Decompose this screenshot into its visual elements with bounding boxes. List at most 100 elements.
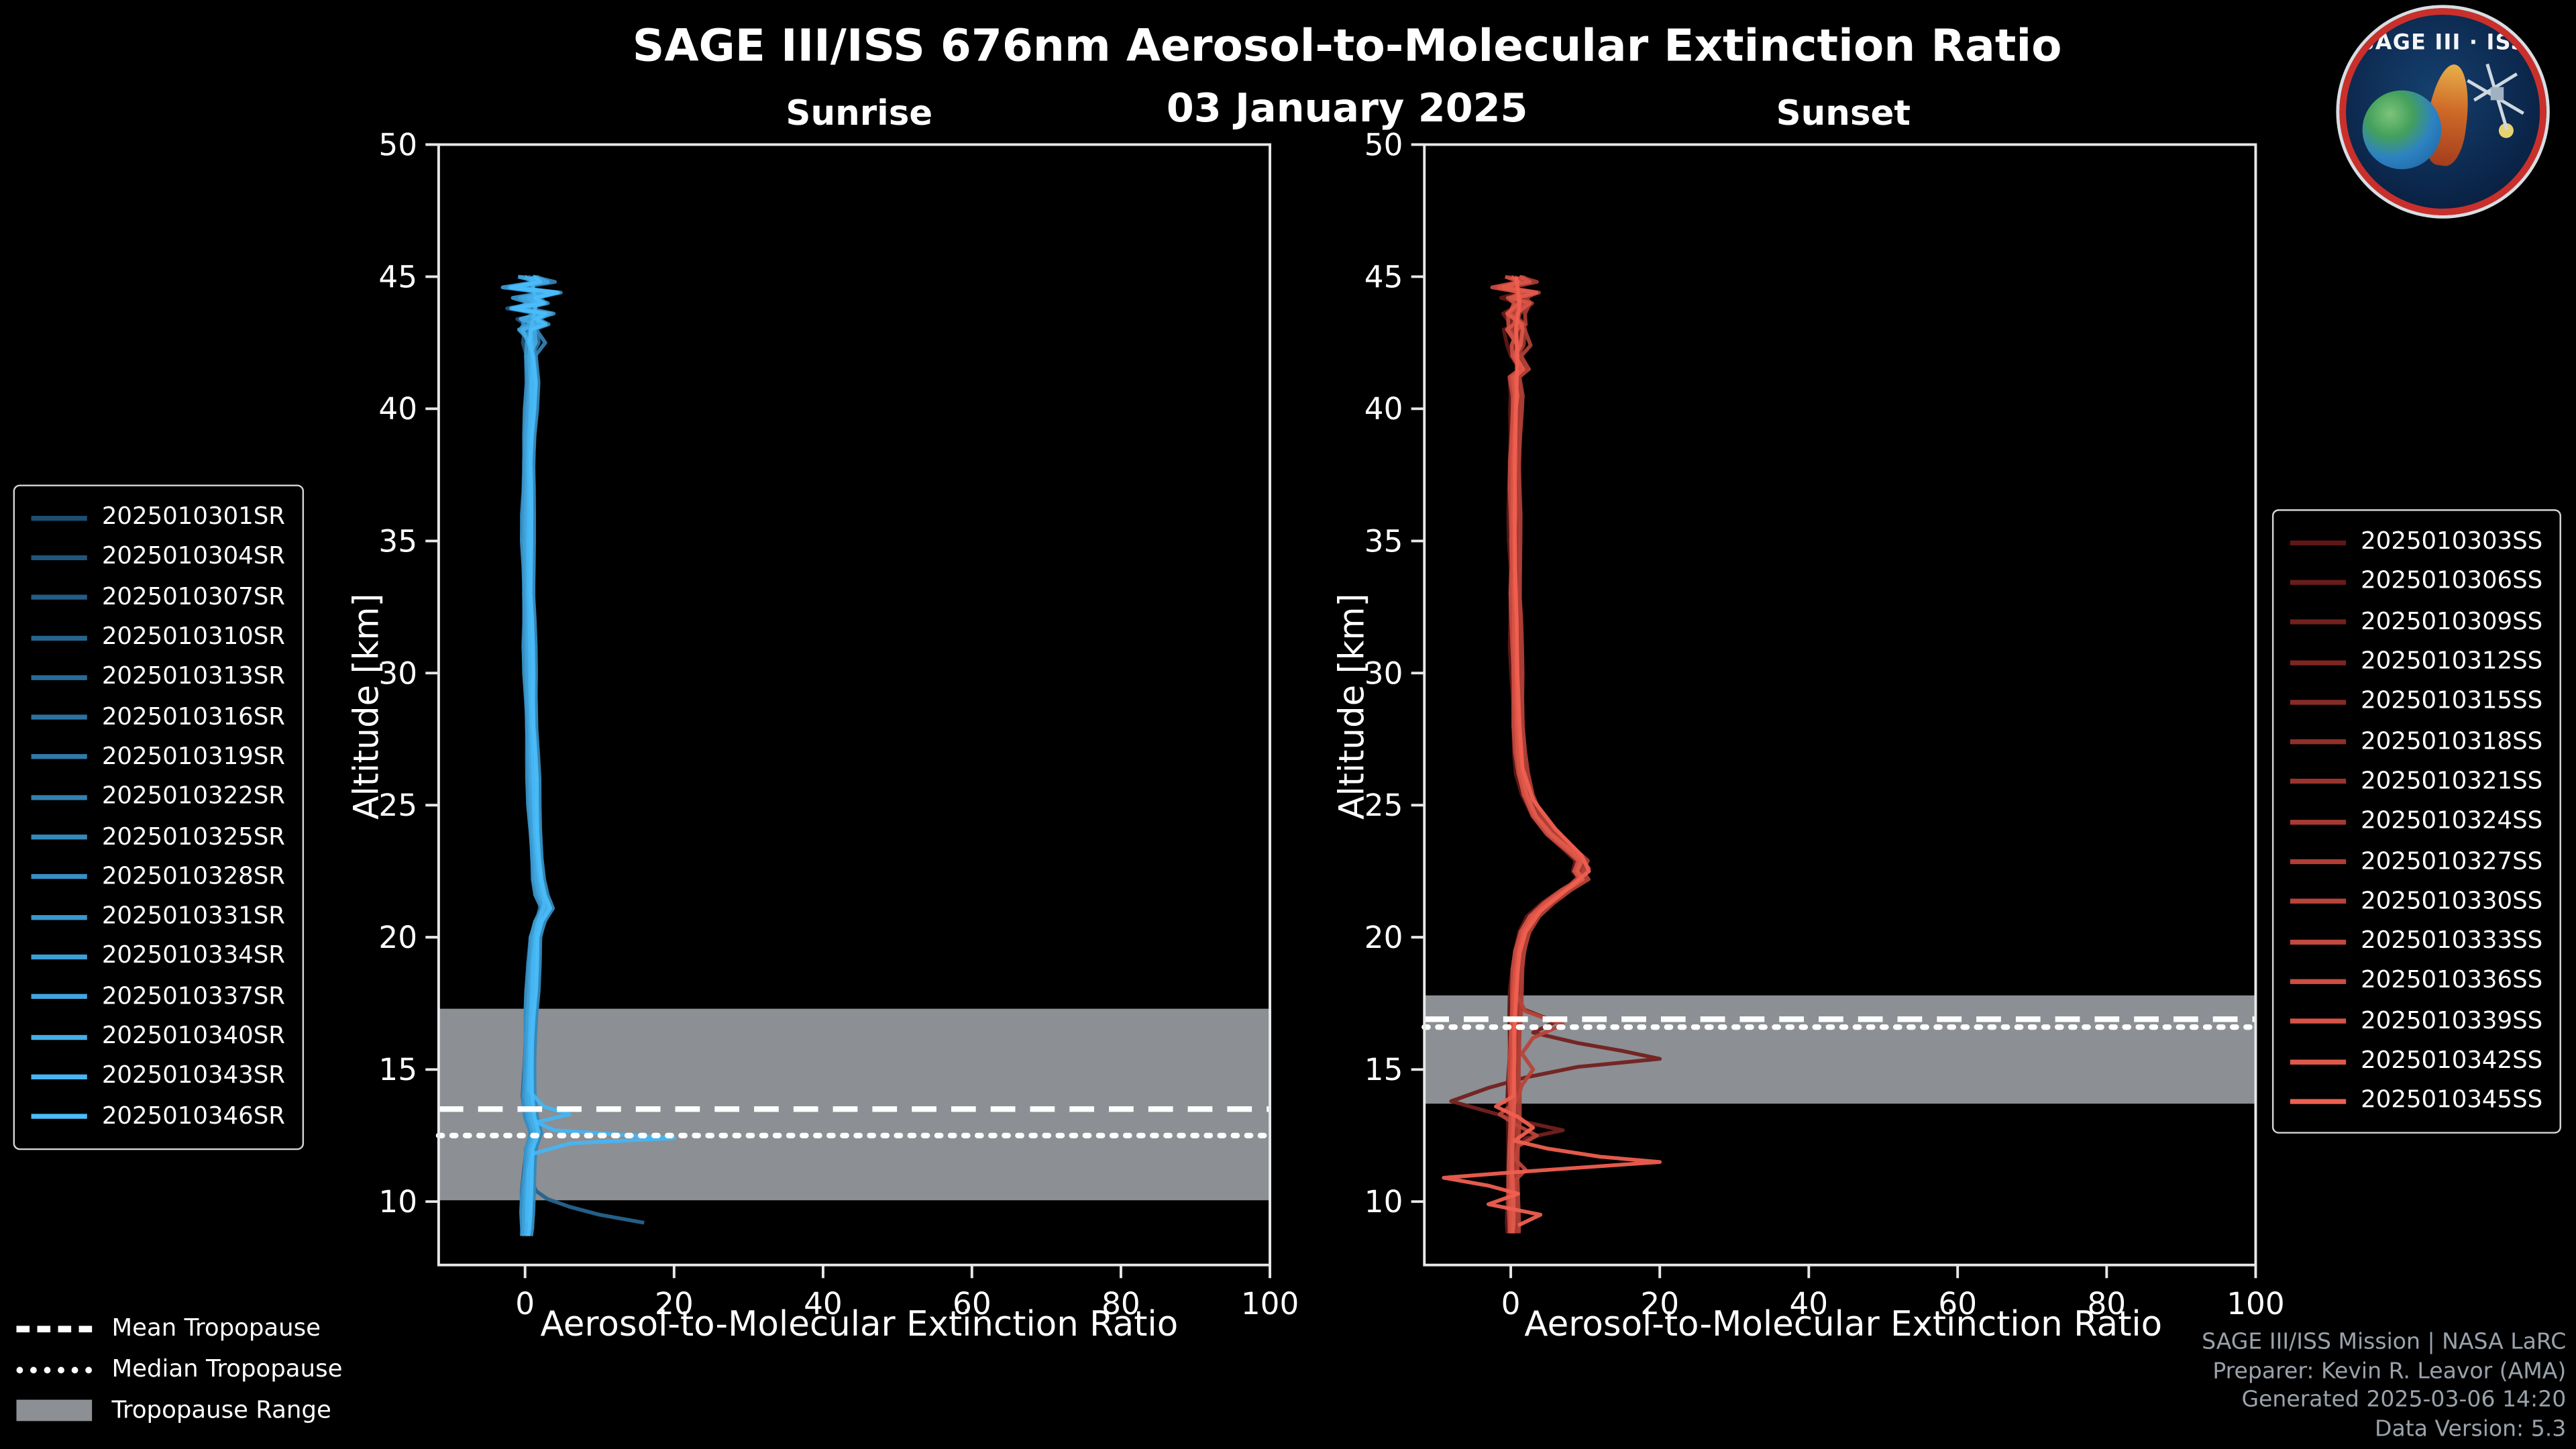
legend-item: 2025010306SS bbox=[2290, 562, 2542, 602]
legend-event-label: 2025010322SR bbox=[101, 784, 286, 810]
legend-event-label: 2025010339SS bbox=[2361, 1008, 2543, 1035]
y-tick-label: 35 bbox=[1364, 523, 1403, 559]
x-axis-label-sunset: Aerosol-to-Molecular Extinction Ratio bbox=[1524, 1304, 2163, 1344]
logo-moon-icon bbox=[2498, 123, 2514, 138]
x-tick-label: 100 bbox=[2226, 1286, 2284, 1322]
legend-event-label: 2025010313SR bbox=[101, 664, 286, 691]
legend-item: 2025010342SS bbox=[2290, 1041, 2542, 1081]
sage-iii-iss-logo: SAGE III · ISS bbox=[2339, 8, 2546, 215]
legend-item: 2025010307SR bbox=[31, 578, 285, 618]
y-tick-label: 40 bbox=[1364, 391, 1403, 427]
x-tick-label: 20 bbox=[655, 1286, 694, 1322]
legend-event-label: 2025010343SR bbox=[101, 1063, 286, 1090]
legend-line-swatch-icon bbox=[31, 595, 87, 600]
legend-item: 2025010315SS bbox=[2290, 682, 2542, 722]
legend-event-label: 2025010346SR bbox=[101, 1103, 286, 1130]
legend-item: 2025010345SS bbox=[2290, 1081, 2542, 1122]
legend-item: 2025010312SS bbox=[2290, 642, 2542, 682]
legend-event-label: 2025010315SS bbox=[2361, 688, 2543, 716]
x-tick-label: 20 bbox=[1640, 1286, 1679, 1322]
legend-event-label: 2025010303SS bbox=[2361, 529, 2543, 556]
legend-event-label: 2025010327SS bbox=[2361, 848, 2543, 875]
legend-item: 2025010316SR bbox=[31, 698, 286, 738]
legend-event-label: 2025010321SS bbox=[2361, 768, 2543, 796]
legend-item: 2025010325SR bbox=[31, 817, 285, 857]
legend-line-swatch-icon bbox=[2290, 979, 2347, 984]
y-tick-label: 30 bbox=[1364, 655, 1403, 691]
x-tick-label: 40 bbox=[1790, 1286, 1829, 1322]
legend-item: 2025010336SS bbox=[2290, 961, 2542, 1002]
sunrise-profile-chart: 10 15 20 25 30 35 40 45 50 0 20 40 60 80 100 bbox=[378, 127, 1299, 1322]
x-tick-label: 100 bbox=[1241, 1286, 1299, 1322]
legend-item: 2025010330SS bbox=[2290, 881, 2542, 922]
legend-line-swatch-icon bbox=[31, 874, 87, 879]
x-tick-label: 0 bbox=[515, 1286, 535, 1322]
y-tick-label: 50 bbox=[378, 127, 417, 162]
y-tick-label: 50 bbox=[1364, 127, 1403, 162]
y-tick-label: 25 bbox=[1364, 788, 1403, 823]
sunset-profile-chart: 10 15 20 25 30 35 40 45 50 0 20 40 60 80 100 bbox=[1364, 127, 2285, 1322]
x-tick-label: 60 bbox=[953, 1286, 991, 1322]
tropopause-legend: Mean Tropopause Median Tropopause Tropop… bbox=[16, 1307, 342, 1431]
legend-item: 2025010340SR bbox=[31, 1017, 286, 1057]
legend-line-swatch-icon bbox=[31, 835, 87, 840]
legend-event-label: 2025010331SR bbox=[101, 904, 286, 930]
mean-tropopause-dashed-line-icon bbox=[16, 1325, 93, 1332]
legend-line-swatch-icon bbox=[2290, 899, 2347, 904]
legend-item: 2025010328SR bbox=[31, 857, 285, 898]
legend-line-swatch-icon bbox=[2290, 619, 2347, 625]
legend-event-label: 2025010316SR bbox=[101, 704, 286, 731]
legend-item: 2025010310SR bbox=[31, 618, 285, 658]
footer-line: SAGE III/ISS Mission | NASA LaRC bbox=[2202, 1329, 2567, 1356]
legend-line-swatch-icon bbox=[31, 994, 87, 1000]
y-tick-label: 10 bbox=[1364, 1184, 1403, 1220]
tropopause-range-swatch-icon bbox=[16, 1399, 93, 1421]
legend-line-swatch-icon bbox=[31, 714, 87, 720]
legend-item: 2025010304SR bbox=[31, 538, 286, 578]
legend-item: 2025010333SS bbox=[2290, 922, 2542, 962]
x-tick-label: 80 bbox=[2088, 1286, 2127, 1322]
y-tick-label: 45 bbox=[378, 259, 417, 294]
extinction-profile-line bbox=[1501, 276, 1591, 1234]
footer-line: Preparer: Kevin R. Leavor (AMA) bbox=[2212, 1358, 2567, 1385]
legend-line-swatch-icon bbox=[2290, 1059, 2347, 1064]
tropopause-range-legend-item: Tropopause Range bbox=[16, 1390, 342, 1431]
legend-event-label: 2025010345SS bbox=[2361, 1087, 2543, 1115]
y-tick-label: 10 bbox=[378, 1184, 417, 1220]
legend-event-label: 2025010301SR bbox=[101, 504, 286, 531]
panel-title-sunset: Sunset bbox=[1776, 93, 1911, 133]
legend-line-swatch-icon bbox=[31, 1034, 87, 1039]
panel-title-sunrise: Sunrise bbox=[786, 93, 933, 133]
legend-item: 2025010309SS bbox=[2290, 602, 2542, 643]
x-axis-label-sunrise: Aerosol-to-Molecular Extinction Ratio bbox=[540, 1304, 1179, 1344]
legend-event-label: 2025010312SS bbox=[2361, 649, 2543, 676]
legend-event-label: 2025010304SR bbox=[101, 544, 286, 571]
legend-item: 2025010339SS bbox=[2290, 1002, 2542, 1042]
median-tropopause-label: Median Tropopause bbox=[111, 1356, 343, 1383]
extinction-profile-line bbox=[1442, 276, 1662, 1228]
y-tick-label: 15 bbox=[378, 1052, 417, 1087]
legend-line-swatch-icon bbox=[2290, 739, 2347, 745]
sunrise-event-legend: 2025010301SR 2025010304SR 2025010307SR 2025… bbox=[13, 484, 303, 1150]
y-tick-label: 25 bbox=[378, 788, 417, 823]
legend-line-swatch-icon bbox=[2290, 779, 2347, 785]
legend-event-label: 2025010340SR bbox=[101, 1023, 286, 1050]
legend-line-swatch-icon bbox=[2290, 938, 2347, 945]
legend-line-swatch-icon bbox=[31, 675, 87, 680]
legend-line-swatch-icon bbox=[31, 914, 87, 920]
legend-line-swatch-icon bbox=[31, 954, 87, 959]
tropopause-range-band bbox=[1424, 995, 2256, 1104]
logo-title: SAGE III · ISS bbox=[2359, 31, 2527, 56]
legend-line-swatch-icon bbox=[31, 1114, 87, 1119]
legend-item: 2025010322SR bbox=[31, 777, 286, 818]
x-tick-label: 60 bbox=[1938, 1286, 1977, 1322]
legend-line-swatch-icon bbox=[31, 515, 87, 521]
y-tick-label: 20 bbox=[1364, 920, 1403, 955]
legend-event-label: 2025010334SR bbox=[101, 943, 286, 970]
legend-line-swatch-icon bbox=[31, 635, 87, 640]
legend-item: 2025010343SR bbox=[31, 1057, 286, 1097]
legend-item: 2025010303SS bbox=[2290, 523, 2542, 563]
legend-item: 2025010313SR bbox=[31, 657, 286, 698]
legend-line-swatch-icon bbox=[2290, 699, 2347, 705]
